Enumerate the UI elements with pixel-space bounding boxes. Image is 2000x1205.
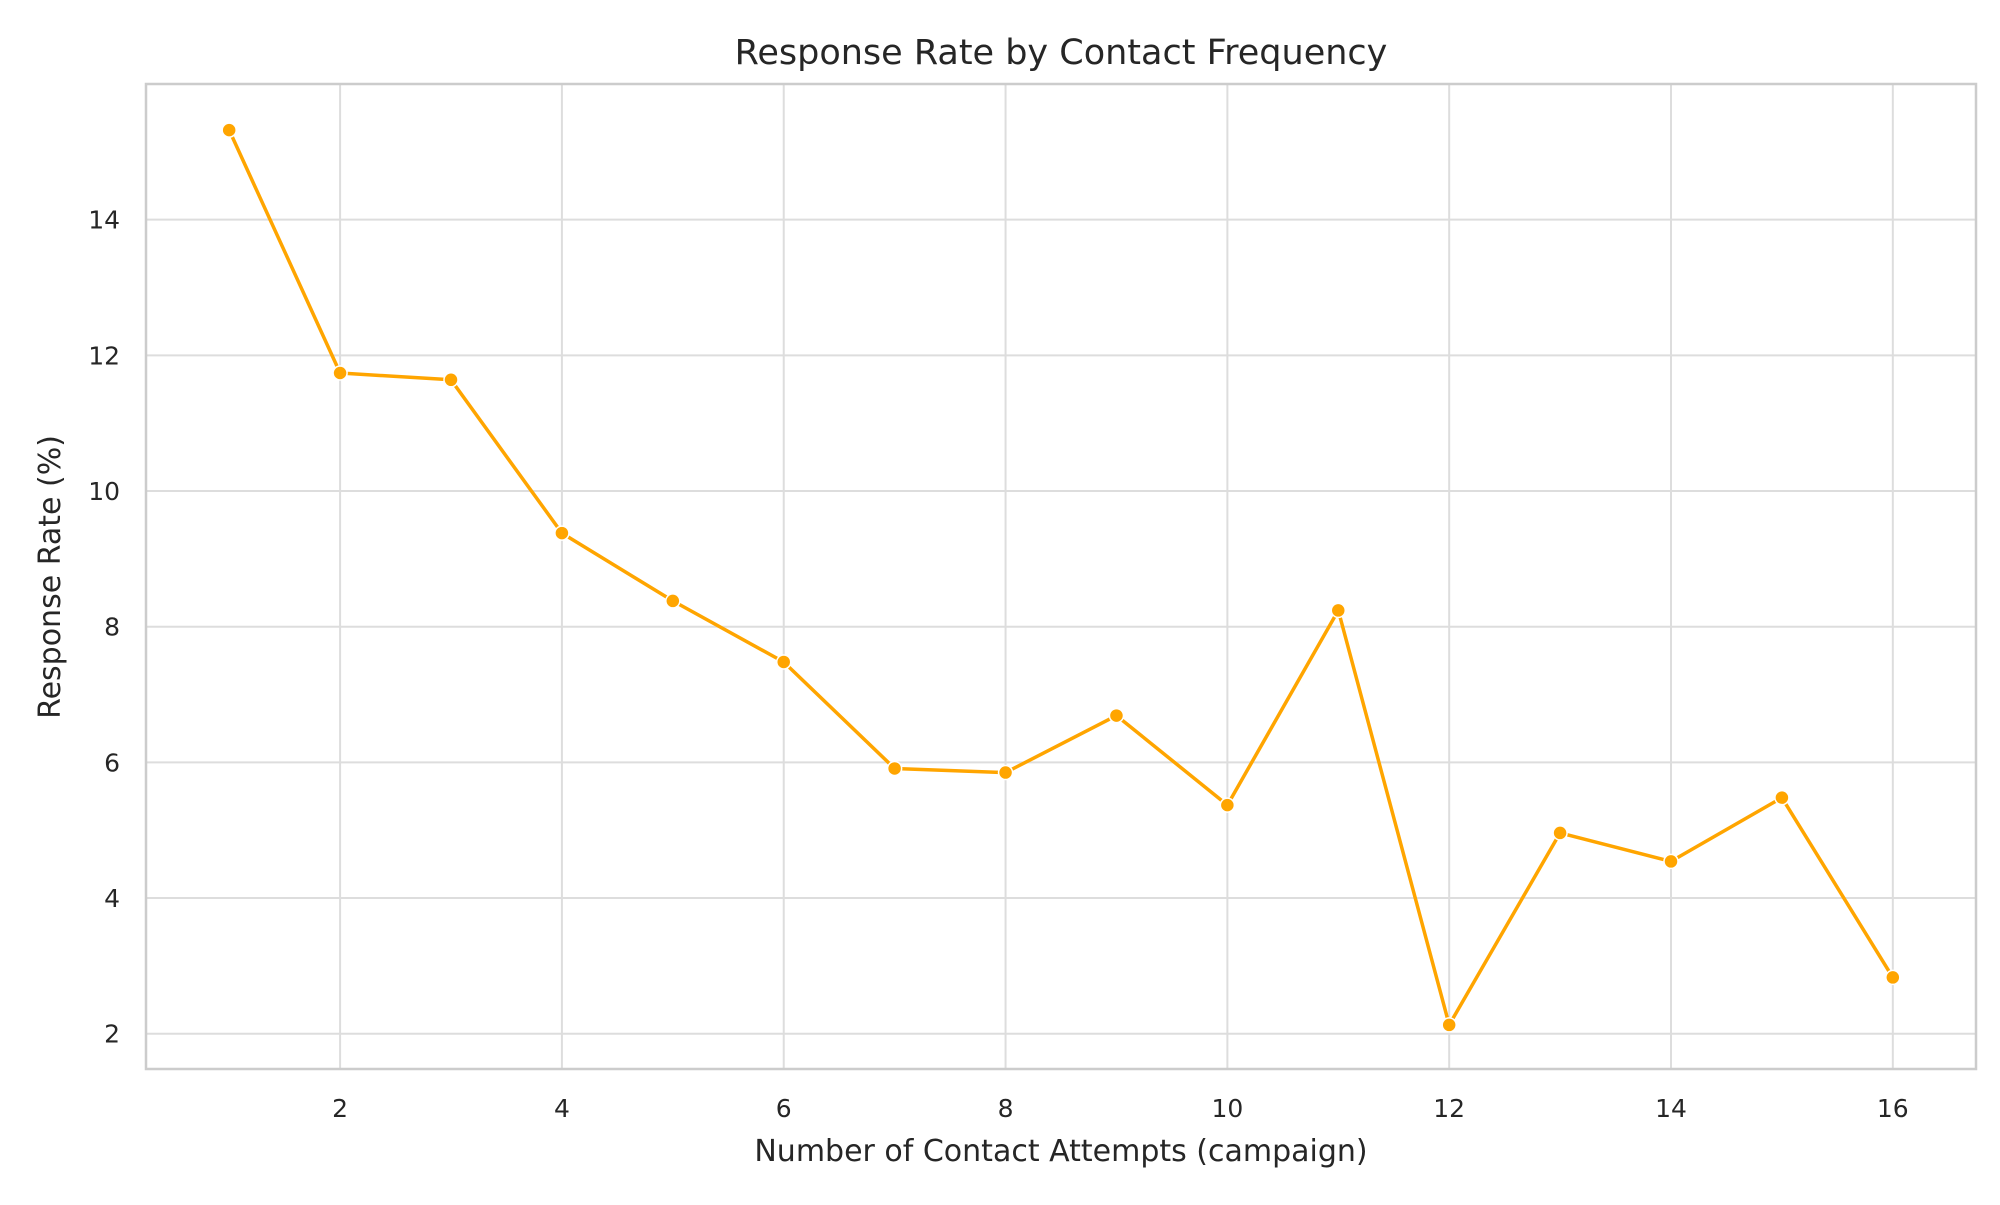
data-point bbox=[1108, 707, 1125, 724]
x-tick-label: 8 bbox=[998, 1094, 1014, 1123]
y-tick-label: 2 bbox=[104, 1020, 120, 1049]
data-point bbox=[1552, 825, 1568, 841]
data-point bbox=[1219, 797, 1236, 813]
y-tick-label: 6 bbox=[104, 748, 120, 777]
data-point bbox=[1774, 789, 1790, 806]
grid bbox=[146, 84, 1976, 1069]
data-point bbox=[554, 525, 570, 541]
data-point bbox=[1441, 1017, 1457, 1033]
x-tick-label: 12 bbox=[1433, 1094, 1465, 1123]
axis-ticks: 2 4 6 8 10 12 14 16 2 4 6 8 10 12 14 bbox=[88, 206, 1909, 1123]
x-axis-title: Number of Contact Attempts (campaign) bbox=[754, 1134, 1367, 1169]
x-tick-label: 6 bbox=[776, 1094, 792, 1123]
data-point bbox=[997, 764, 1014, 781]
data-point bbox=[221, 122, 237, 138]
x-tick-label: 2 bbox=[332, 1094, 348, 1123]
x-tick-label: 14 bbox=[1655, 1094, 1687, 1123]
data-point bbox=[1330, 602, 1347, 619]
data-point bbox=[1663, 853, 1679, 870]
data-point bbox=[332, 365, 348, 381]
y-tick-label: 8 bbox=[104, 613, 120, 642]
y-axis-title: Response Rate (%) bbox=[33, 435, 68, 719]
x-tick-label: 16 bbox=[1877, 1094, 1909, 1123]
y-tick-label: 4 bbox=[104, 884, 120, 913]
series-layer bbox=[221, 122, 1901, 1033]
data-point bbox=[886, 760, 903, 777]
y-tick-label: 14 bbox=[88, 206, 120, 235]
data-point bbox=[443, 372, 459, 388]
plot-frame bbox=[144, 82, 1978, 1071]
x-tick-label: 10 bbox=[1211, 1094, 1243, 1123]
y-tick-label: 12 bbox=[88, 341, 120, 370]
data-point bbox=[665, 593, 681, 609]
series-line bbox=[227, 128, 1895, 1027]
x-tick-label: 4 bbox=[554, 1094, 570, 1123]
data-point bbox=[1885, 969, 1901, 986]
data-point bbox=[775, 654, 792, 670]
chart-title: Response Rate by Contact Frequency bbox=[735, 33, 1388, 73]
y-tick-label: 10 bbox=[88, 477, 120, 506]
